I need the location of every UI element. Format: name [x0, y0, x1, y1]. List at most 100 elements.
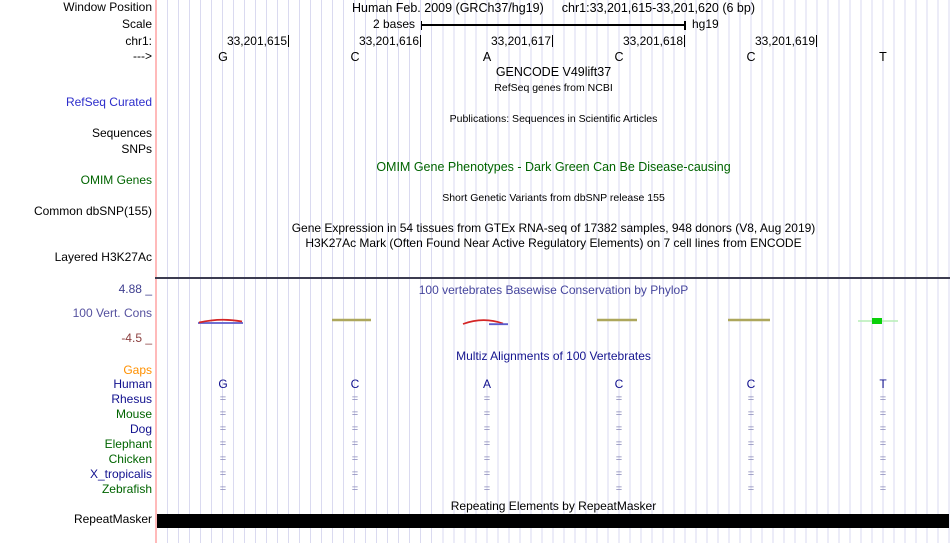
match-symbol: =: [219, 453, 227, 465]
match-symbol: =: [615, 393, 623, 405]
human-base-letter: C: [350, 377, 360, 391]
sidebar-track-100-vert-cons[interactable]: 100 Vert. Cons: [72, 306, 152, 320]
ruler-base-letter: A: [482, 50, 492, 64]
repeatmasker-track-title[interactable]: Repeating Elements by RepeatMasker: [450, 499, 657, 513]
gridlines: [157, 0, 950, 543]
human-base-letter: C: [746, 377, 756, 391]
match-symbol: =: [747, 483, 755, 495]
match-symbol: =: [483, 483, 491, 495]
match-symbol: =: [219, 438, 227, 450]
sidebar-species-rhesus[interactable]: Rhesus: [111, 392, 152, 406]
human-base-letter: T: [879, 377, 887, 391]
sidebar: Window Position Scale chr1: ---> RefSeq …: [0, 0, 152, 543]
human-base-letter: A: [482, 377, 491, 391]
alignment-match-row: = = = = = =: [157, 392, 949, 406]
match-symbol: =: [351, 423, 359, 435]
ruler-base-letter: C: [614, 50, 624, 64]
match-symbol: =: [747, 408, 755, 420]
ruler-tick-mark: [551, 35, 553, 47]
match-symbol: =: [747, 393, 755, 405]
match-symbol: =: [219, 483, 227, 495]
sidebar-species-chicken[interactable]: Chicken: [108, 452, 152, 466]
scale-bar-right-cap: [684, 20, 686, 30]
assembly-label: Human Feb. 2009 (GRCh37/hg19): [352, 1, 544, 15]
ruler-tick-label: 33,201,619: [754, 34, 815, 48]
human-base-letter: G: [218, 377, 228, 391]
omim-track-title[interactable]: OMIM Gene Phenotypes - Dark Green Can Be…: [376, 160, 731, 174]
match-symbol: =: [879, 468, 887, 480]
phylop-conservation-wiggle[interactable]: [157, 310, 950, 332]
match-symbol: =: [615, 438, 623, 450]
sidebar-track-sequences[interactable]: Sequences: [91, 126, 152, 140]
ruler-tick-label: 33,201,616: [358, 34, 419, 48]
gencode-track-title[interactable]: GENCODE V49lift37: [495, 65, 612, 79]
ruler-base-letter: G: [218, 50, 228, 64]
match-symbol: =: [879, 393, 887, 405]
match-symbol: =: [483, 393, 491, 405]
ruler-base-letter: C: [350, 50, 360, 64]
match-symbol: =: [219, 468, 227, 480]
match-symbol: =: [747, 468, 755, 480]
alignment-match-row: = = = = = =: [157, 407, 949, 421]
match-symbol: =: [747, 453, 755, 465]
sidebar-scale: Scale: [121, 17, 152, 31]
ruler-base-letter: C: [746, 50, 756, 64]
scale-bar-left-cap: [420, 20, 422, 30]
match-symbol: =: [219, 393, 227, 405]
ruler-tick-label: 33,201,615: [226, 34, 287, 48]
track-section-divider: [155, 277, 950, 279]
match-symbol: =: [879, 423, 887, 435]
alignment-match-row: = = = = = =: [157, 467, 949, 481]
conservation-min-label: -4.5 _: [121, 331, 152, 345]
match-symbol: =: [351, 408, 359, 420]
match-symbol: =: [483, 438, 491, 450]
sidebar-species-zebrafish[interactable]: Zebrafish: [101, 482, 152, 496]
sidebar-track-omim-genes[interactable]: OMIM Genes: [80, 173, 152, 187]
conservation-max-label: 4.88 _: [118, 282, 152, 296]
sidebar-species-human[interactable]: Human: [113, 377, 152, 391]
ruler-tick-mark: [287, 35, 289, 47]
publications-track-title[interactable]: Publications: Sequences in Scientific Ar…: [449, 113, 658, 125]
match-symbol: =: [351, 438, 359, 450]
sidebar-species-elephant[interactable]: Elephant: [104, 437, 152, 451]
alignment-match-row: = = = = = =: [157, 437, 949, 451]
match-symbol: =: [615, 453, 623, 465]
phylop-track-title[interactable]: 100 vertebrates Basewise Conservation by…: [418, 283, 689, 297]
sidebar-chromosome: chr1:: [125, 34, 152, 48]
match-symbol: =: [879, 408, 887, 420]
sidebar-track-snps[interactable]: SNPs: [121, 142, 152, 156]
match-symbol: =: [747, 438, 755, 450]
alignment-match-row: = = = = = =: [157, 482, 949, 496]
match-symbol: =: [351, 453, 359, 465]
match-symbol: =: [219, 408, 227, 420]
repeatmasker-element-bar[interactable]: [157, 513, 949, 528]
alignment-match-row: = = = = = =: [157, 452, 949, 466]
sidebar-species-x_tropicalis[interactable]: X_tropicalis: [89, 467, 152, 481]
ruler-tick-mark: [683, 35, 685, 47]
h3k27ac-track-title[interactable]: H3K27Ac Mark (Often Found Near Active Re…: [305, 236, 802, 250]
match-symbol: =: [351, 483, 359, 495]
sidebar-track-repeatmasker[interactable]: RepeatMasker: [73, 512, 152, 526]
multiz-track-title[interactable]: Multiz Alignments of 100 Vertebrates: [456, 349, 651, 363]
refseq-track-subtitle[interactable]: RefSeq genes from NCBI: [494, 82, 613, 94]
match-symbol: =: [615, 408, 623, 420]
sidebar-window-position: Window Position: [63, 0, 152, 14]
match-symbol: =: [615, 483, 623, 495]
sidebar-track-layered-h3k27ac[interactable]: Layered H3K27Ac: [54, 250, 152, 264]
sidebar-track-common-dbsnp[interactable]: Common dbSNP(155): [33, 204, 152, 218]
gtex-track-title[interactable]: Gene Expression in 54 tissues from GTEx …: [291, 221, 816, 235]
sidebar-species-dog[interactable]: Dog: [129, 422, 152, 436]
dbsnp-track-subtitle[interactable]: Short Genetic Variants from dbSNP releas…: [442, 192, 665, 204]
sidebar-track-refseq-curated[interactable]: RefSeq Curated: [65, 95, 152, 109]
alignment-match-row: = = = = = =: [157, 422, 949, 436]
match-symbol: =: [351, 393, 359, 405]
sidebar-species-mouse[interactable]: Mouse: [115, 407, 152, 421]
sidebar-gaps-label[interactable]: Gaps: [123, 363, 152, 377]
ruler-tick-mark: [815, 35, 817, 47]
match-symbol: =: [879, 483, 887, 495]
scale-assembly-label: hg19: [692, 17, 719, 31]
